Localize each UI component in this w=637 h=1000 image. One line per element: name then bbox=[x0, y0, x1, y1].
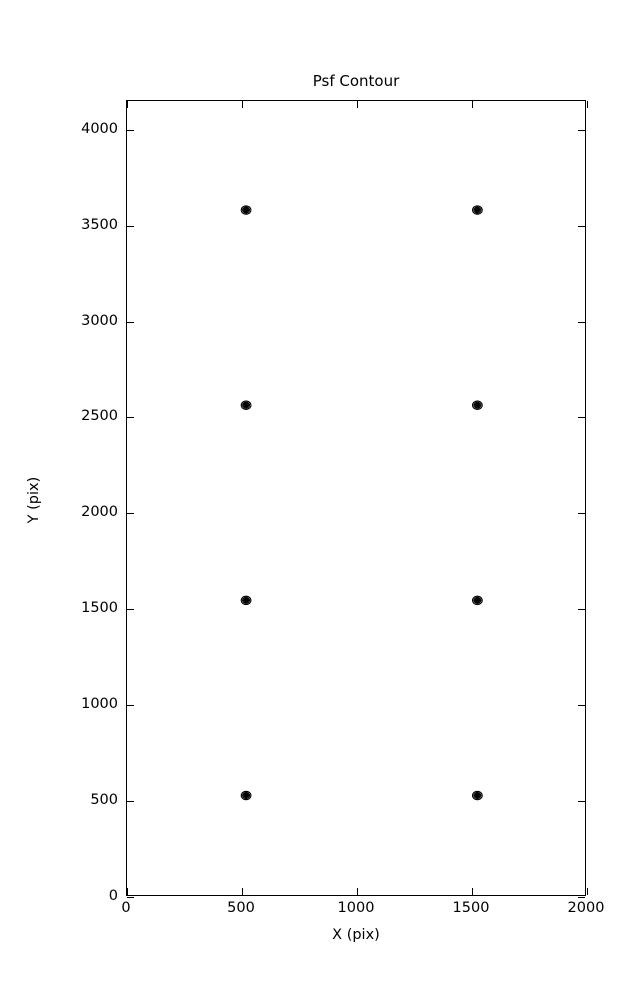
contour-ring bbox=[244, 794, 248, 797]
plot-axes-frame bbox=[126, 100, 588, 898]
contour-ring bbox=[244, 404, 248, 407]
contour-ring bbox=[471, 790, 483, 801]
x-axis-tick bbox=[587, 888, 588, 895]
contour-ring bbox=[473, 401, 482, 409]
x-axis-tick bbox=[127, 888, 128, 895]
y-axis-tick-label: 3000 bbox=[81, 312, 118, 329]
contour-ring bbox=[474, 597, 481, 604]
psf-contour-source bbox=[471, 595, 483, 606]
y-axis-tick-label: 1000 bbox=[81, 696, 118, 713]
y-axis-tick bbox=[578, 705, 585, 707]
contour-plot-svg bbox=[240, 205, 483, 801]
y-axis-tick bbox=[578, 225, 585, 227]
psf-contour-source bbox=[471, 400, 483, 410]
contour-ring bbox=[474, 792, 481, 799]
contour-ring bbox=[471, 400, 483, 410]
y-axis-tick bbox=[127, 705, 134, 707]
psf-contour-source bbox=[471, 205, 483, 215]
y-axis-tick bbox=[127, 225, 134, 227]
contour-ring bbox=[473, 596, 482, 604]
contour-ring bbox=[243, 792, 250, 799]
y-axis-tick bbox=[127, 513, 134, 515]
x-axis-tick bbox=[242, 888, 243, 895]
y-axis-tick bbox=[578, 417, 585, 419]
x-axis-tick-label: 2000 bbox=[567, 900, 605, 916]
contour-ring bbox=[242, 596, 251, 604]
y-axis-tick bbox=[578, 801, 585, 803]
y-axis-tick-label: 2000 bbox=[81, 504, 118, 521]
y-axis-tick bbox=[578, 609, 585, 611]
contour-ring bbox=[243, 207, 250, 213]
psf-contour-source bbox=[240, 400, 252, 410]
y-axis-tick bbox=[127, 321, 134, 323]
y-axis-tick-labels: 0 500 1000 1500 2000 2500 3000 3500 4000 bbox=[52, 100, 118, 904]
y-axis-tick bbox=[127, 897, 134, 898]
contour-ring bbox=[244, 599, 248, 602]
y-axis-tick-label: 3500 bbox=[81, 216, 118, 233]
contour-ring bbox=[240, 595, 252, 606]
contour-ring bbox=[242, 401, 251, 409]
x-axis-tick-label: 1000 bbox=[337, 900, 375, 916]
y-axis-tick-label: 2500 bbox=[81, 408, 118, 425]
contour-ring bbox=[242, 206, 251, 214]
x-axis-tick bbox=[242, 101, 243, 108]
y-axis-tick bbox=[127, 129, 134, 131]
x-axis-tick-label: 1500 bbox=[452, 900, 490, 916]
y-axis-tick-label: 0 bbox=[108, 888, 118, 904]
x-axis-tick bbox=[357, 101, 358, 108]
y-axis-tick bbox=[578, 129, 585, 131]
y-axis-tick bbox=[578, 897, 585, 898]
contour-ring bbox=[243, 402, 250, 408]
contour-ring bbox=[240, 400, 252, 410]
contour-ring bbox=[242, 791, 251, 800]
contour-ring bbox=[243, 597, 250, 604]
x-axis-title: X (pix) bbox=[332, 927, 380, 943]
x-axis-tick bbox=[127, 101, 128, 108]
contour-ring bbox=[476, 404, 479, 407]
x-axis-tick bbox=[472, 888, 473, 895]
y-axis-tick bbox=[578, 513, 585, 515]
x-axis-tick bbox=[357, 888, 358, 895]
x-axis-tick-labels: 0 500 1000 1500 2000 bbox=[121, 900, 604, 923]
psf-contour-source bbox=[471, 790, 483, 801]
contour-ring bbox=[244, 208, 248, 212]
psf-contour-source bbox=[240, 790, 252, 801]
y-axis-tick bbox=[578, 321, 585, 323]
y-axis-tick-label: 500 bbox=[90, 792, 118, 809]
y-axis-tick-label: 4000 bbox=[81, 120, 118, 137]
page-title: Psf Contour bbox=[312, 72, 400, 90]
contour-ring bbox=[474, 207, 481, 213]
contour-ring bbox=[476, 208, 479, 212]
contour-ring bbox=[240, 205, 252, 215]
x-axis-tick-label: 500 bbox=[227, 900, 255, 916]
x-axis-tick bbox=[587, 101, 588, 108]
x-axis-tick bbox=[472, 101, 473, 108]
x-axis-tick-label: 0 bbox=[121, 900, 131, 916]
psf-contour-source bbox=[240, 595, 252, 606]
psf-contour-source bbox=[240, 205, 252, 215]
contour-ring bbox=[476, 794, 479, 797]
contour-ring bbox=[471, 595, 483, 606]
contour-ring bbox=[476, 599, 479, 602]
contour-ring bbox=[473, 206, 482, 214]
y-axis-title: Y (pix) bbox=[26, 476, 42, 524]
y-axis-tick bbox=[127, 801, 134, 803]
y-axis-tick-label: 1500 bbox=[81, 600, 118, 617]
contour-ring bbox=[240, 790, 252, 801]
y-axis-tick bbox=[127, 609, 134, 611]
contour-ring bbox=[471, 205, 483, 215]
contour-ring bbox=[473, 791, 482, 800]
contour-ring bbox=[474, 402, 481, 408]
y-axis-tick bbox=[127, 417, 134, 419]
